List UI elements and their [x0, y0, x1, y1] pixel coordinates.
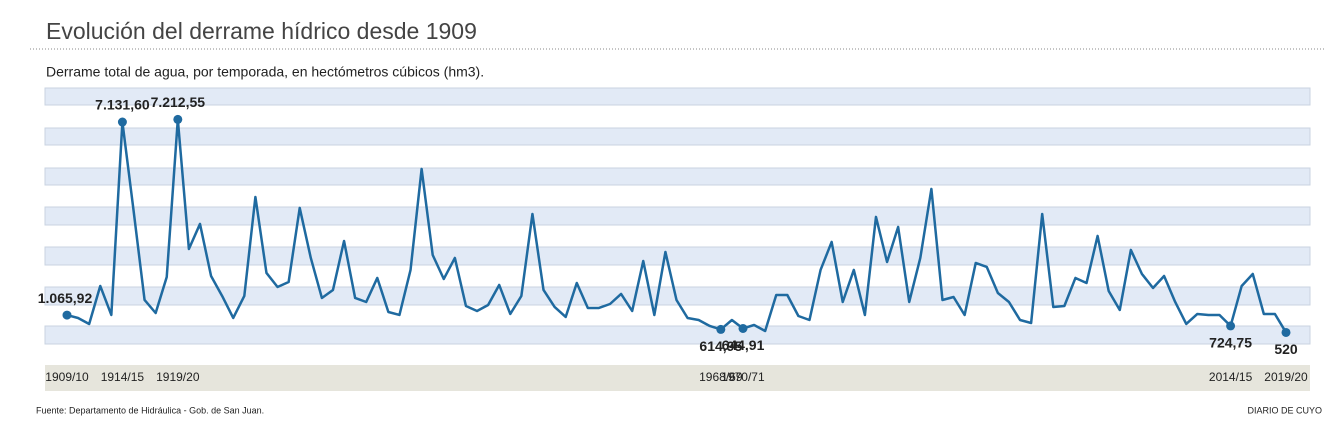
x-tick-label: 1919/20 [156, 370, 200, 384]
point-marker [173, 114, 183, 124]
x-tick-label: 1970/71 [721, 370, 765, 384]
x-tick-label: 1914/15 [101, 370, 145, 384]
x-tick-label: 2014/15 [1209, 370, 1253, 384]
brand: DIARIO DE CUYO [1247, 405, 1322, 415]
value-label: 724,75 [1209, 335, 1252, 351]
point-marker [716, 324, 726, 334]
chart-subtitle: Derrame total de agua, por temporada, en… [46, 64, 484, 80]
category-strip [45, 365, 1310, 391]
point-marker [1281, 327, 1291, 337]
value-label: 7.131,60 [95, 97, 150, 113]
value-label: 7.212,55 [151, 94, 206, 110]
source: Fuente: Departamento de Hidráulica - Gob… [36, 405, 264, 415]
value-label: 644,91 [722, 337, 765, 353]
value-label: 614,95 [699, 338, 742, 354]
data-line [66, 118, 1288, 334]
x-tick-label: 1909/10 [45, 370, 89, 384]
point-marker [1226, 321, 1236, 331]
point-marker [62, 310, 72, 320]
chart-title: Evolución del derrame hídrico desde 1909 [46, 18, 477, 44]
value-label: 520 [1274, 341, 1298, 357]
x-tick-label: 2019/20 [1264, 370, 1308, 384]
point-marker [738, 323, 748, 333]
bands [44, 87, 1311, 345]
point-marker [117, 117, 127, 127]
value-label: 1.065,92 [38, 290, 93, 306]
x-tick-label: 1968/69 [699, 370, 743, 384]
